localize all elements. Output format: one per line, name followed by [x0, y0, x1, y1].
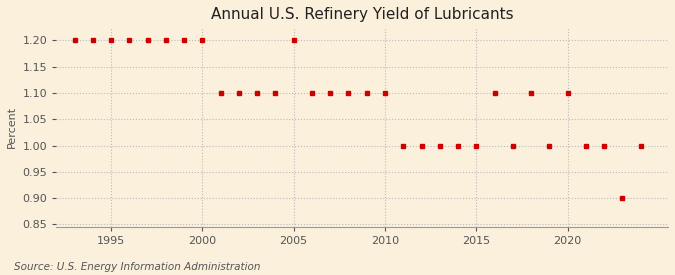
Title: Annual U.S. Refinery Yield of Lubricants: Annual U.S. Refinery Yield of Lubricants	[211, 7, 514, 22]
Text: Source: U.S. Energy Information Administration: Source: U.S. Energy Information Administ…	[14, 262, 260, 272]
Y-axis label: Percent: Percent	[7, 106, 17, 148]
